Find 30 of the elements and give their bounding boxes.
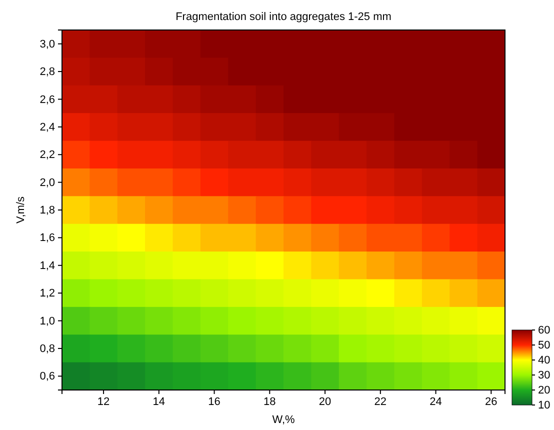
x-tick-label: 22 — [374, 396, 387, 408]
y-tick-label: 1,4 — [40, 260, 55, 272]
y-axis-title: V,m/s — [15, 196, 27, 224]
y-tick-label: 2,6 — [40, 94, 55, 106]
color-bar-label: 50 — [538, 340, 550, 352]
y-tick-label: 2,4 — [40, 121, 55, 134]
color-bar-label: 30 — [538, 370, 550, 382]
y-tick-label: 3,0 — [40, 38, 55, 50]
y-tick-label: 2,0 — [40, 176, 55, 189]
color-bar-label: 10 — [538, 400, 550, 412]
color-bar-label: 60 — [538, 324, 550, 337]
color-bar-label: 20 — [538, 384, 550, 397]
x-tick-label: 20 — [318, 396, 332, 408]
color-bar-label: 40 — [538, 354, 550, 367]
x-tick-label: 18 — [264, 396, 276, 408]
y-tick-label: 2,8 — [40, 66, 55, 78]
y-tick-label: 2,2 — [40, 149, 55, 162]
x-axis-title: W,% — [272, 414, 296, 426]
chart-title: Fragmentation soil into aggregates 1-25 mm — [176, 11, 392, 23]
y-tick-label: 1,2 — [40, 288, 55, 300]
x-tick-label: 24 — [430, 396, 442, 408]
y-tick-label: 0,6 — [40, 370, 55, 383]
x-tick-label: 16 — [208, 396, 220, 408]
x-tick-label: 14 — [152, 396, 166, 408]
x-tick-label: 12 — [97, 396, 110, 408]
y-tick-label: 1,8 — [40, 204, 55, 217]
y-tick-label: 0,8 — [40, 342, 55, 355]
y-tick-label: 1,6 — [40, 232, 55, 244]
y-tick-label: 1,0 — [40, 315, 55, 328]
x-tick-label: 26 — [485, 396, 498, 408]
